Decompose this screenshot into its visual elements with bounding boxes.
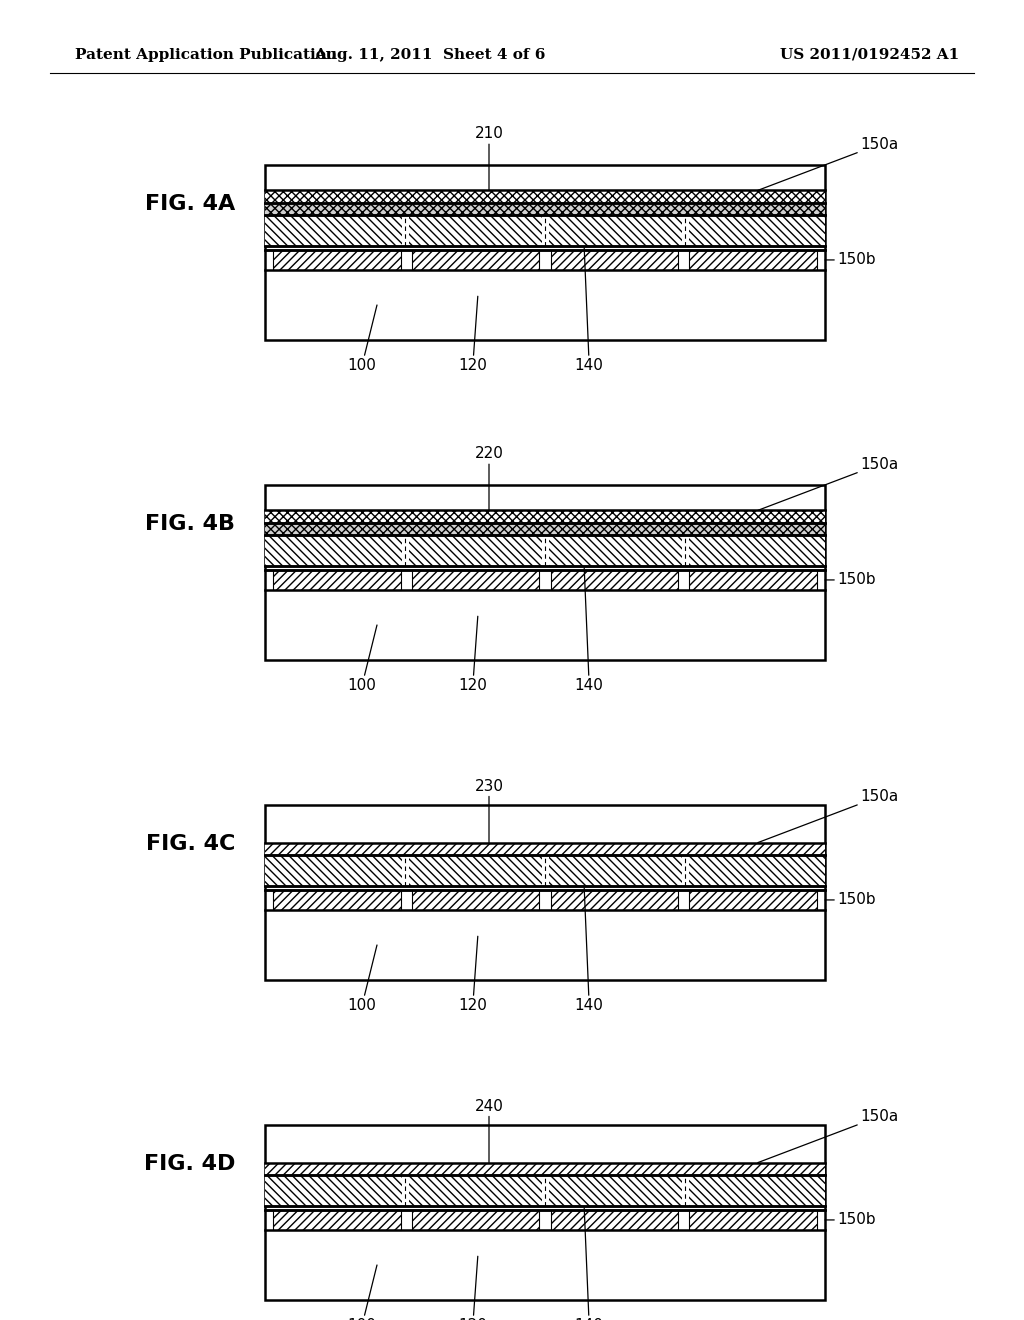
Bar [689, 890, 816, 909]
Bar [265, 511, 825, 523]
Bar [542, 215, 549, 246]
Text: 240: 240 [474, 1098, 504, 1163]
Text: 100: 100 [347, 1265, 377, 1320]
Text: 210: 210 [474, 127, 504, 190]
Text: 150b: 150b [825, 252, 876, 268]
Text: 150a: 150a [758, 457, 898, 511]
Bar [265, 855, 825, 886]
Bar [412, 890, 540, 909]
Bar [542, 535, 549, 565]
Text: 150b: 150b [825, 1213, 876, 1228]
Bar [273, 1210, 400, 1230]
Bar [265, 165, 825, 341]
Bar [401, 1175, 409, 1205]
Bar [689, 570, 816, 590]
Bar [273, 249, 400, 271]
Bar [689, 249, 816, 271]
Bar [412, 249, 540, 271]
Text: 100: 100 [347, 305, 377, 374]
Text: FIG. 4D: FIG. 4D [143, 1154, 234, 1173]
Text: 140: 140 [574, 568, 603, 693]
Bar [265, 1175, 825, 1205]
Bar [682, 215, 688, 246]
Bar [682, 1175, 688, 1205]
Text: 150a: 150a [758, 137, 898, 190]
Bar [551, 249, 678, 271]
Text: 140: 140 [574, 887, 603, 1012]
Bar [265, 215, 825, 246]
Bar [551, 570, 678, 590]
Bar [265, 1163, 825, 1175]
Text: 100: 100 [347, 945, 377, 1012]
Bar [682, 535, 688, 565]
Text: 120: 120 [459, 936, 487, 1012]
Text: 150b: 150b [825, 892, 876, 907]
Bar [265, 535, 825, 565]
Text: 120: 120 [459, 296, 487, 374]
Bar [401, 855, 409, 886]
Bar [265, 523, 825, 535]
Bar [542, 855, 549, 886]
Bar [273, 890, 400, 909]
Bar [265, 805, 825, 979]
Bar [265, 1125, 825, 1300]
Text: 120: 120 [459, 1257, 487, 1320]
Text: 140: 140 [574, 248, 603, 374]
Text: 100: 100 [347, 624, 377, 693]
Bar [265, 842, 825, 855]
Bar [412, 570, 540, 590]
Bar [401, 215, 409, 246]
Text: Patent Application Publication: Patent Application Publication [75, 48, 337, 62]
Bar [265, 190, 825, 203]
Text: US 2011/0192452 A1: US 2011/0192452 A1 [780, 48, 959, 62]
Text: Aug. 11, 2011  Sheet 4 of 6: Aug. 11, 2011 Sheet 4 of 6 [314, 48, 546, 62]
Bar [689, 1210, 816, 1230]
Bar [412, 1210, 540, 1230]
Text: 150b: 150b [825, 573, 876, 587]
Bar [265, 484, 825, 660]
Text: FIG. 4B: FIG. 4B [145, 513, 234, 533]
Text: FIG. 4C: FIG. 4C [145, 833, 234, 854]
Bar [551, 890, 678, 909]
Bar [273, 570, 400, 590]
Text: 140: 140 [574, 1208, 603, 1320]
Text: 230: 230 [474, 779, 504, 842]
Bar [682, 855, 688, 886]
Text: FIG. 4A: FIG. 4A [144, 194, 234, 214]
Text: 220: 220 [474, 446, 504, 511]
Bar [265, 203, 825, 215]
Bar [551, 1210, 678, 1230]
Bar [401, 535, 409, 565]
Text: 150a: 150a [758, 789, 898, 842]
Text: 120: 120 [459, 616, 487, 693]
Bar [542, 1175, 549, 1205]
Text: 150a: 150a [758, 1109, 898, 1163]
